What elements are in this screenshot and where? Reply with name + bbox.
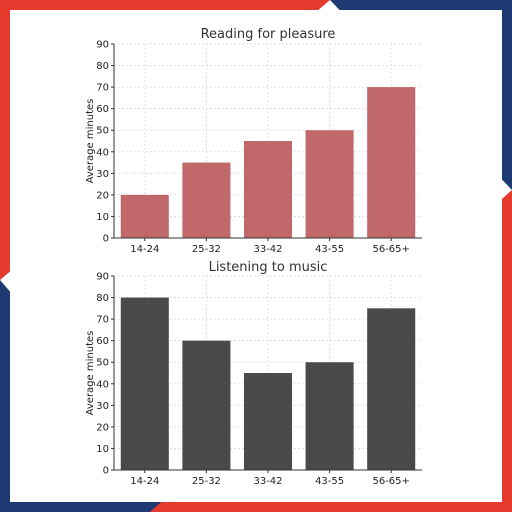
chart-2-xtick-label-2: 33-42 xyxy=(253,476,282,487)
chart-1-ytick-label-2: 20 xyxy=(96,190,109,201)
chart-1-xtick-label-0: 14-24 xyxy=(130,244,159,255)
chart-1-ytick-label-5: 50 xyxy=(96,126,109,137)
chart-1-bar-43-55 xyxy=(305,130,354,238)
chart-1-bar-33-42 xyxy=(243,141,293,238)
chart-1-bar-56-65+ xyxy=(367,87,416,238)
chart-1-ytick-label-3: 30 xyxy=(96,169,109,180)
chart-1-ylabel: Average minutes xyxy=(85,99,96,184)
chart-2-bar-25-32 xyxy=(182,340,231,470)
chart-1-ytick-label-6: 60 xyxy=(96,104,109,115)
chart-1-ytick-label-1: 10 xyxy=(96,212,109,223)
chart-1-ytick-label-9: 90 xyxy=(96,40,109,51)
chart-2-ytick-label-4: 40 xyxy=(96,379,109,390)
chart-2-ytick-label-0: 0 xyxy=(103,466,109,477)
chart-1-xtick-label-4: 56-65+ xyxy=(372,244,409,255)
chart-2-bar-43-55 xyxy=(305,362,354,470)
chart-2-ytick-label-2: 20 xyxy=(96,422,109,433)
chart-2-ytick-label-7: 70 xyxy=(96,315,109,326)
chart-1-xtick-label-1: 25-32 xyxy=(192,244,221,255)
chart-1-bar-14-24 xyxy=(120,194,169,238)
chart-2-xtick-label-1: 25-32 xyxy=(192,476,221,487)
chart-1-ytick-label-8: 80 xyxy=(96,61,109,72)
chart-1-xtick-label-2: 33-42 xyxy=(253,244,282,255)
chart-2-bar-56-65+ xyxy=(367,308,416,470)
chart-2-ytick-label-5: 50 xyxy=(96,358,109,369)
chart-2-ytick-label-9: 90 xyxy=(96,272,109,283)
chart-2-xtick-label-0: 14-24 xyxy=(130,476,159,487)
chart-2-xtick-label-4: 56-65+ xyxy=(372,476,409,487)
chart-1-bar-25-32 xyxy=(182,162,231,238)
chart-1-xtick-label-3: 43-55 xyxy=(315,244,344,255)
chart-2-ytick-label-1: 10 xyxy=(96,444,109,455)
chart-2-xtick-label-3: 43-55 xyxy=(315,476,344,487)
chart-2-bar-33-42 xyxy=(243,373,293,470)
chart-1-ytick-label-0: 0 xyxy=(103,234,109,245)
chart-1-ytick-label-4: 40 xyxy=(96,147,109,158)
chart-2-ylabel: Average minutes xyxy=(85,331,96,416)
chart-2-ytick-label-6: 60 xyxy=(96,336,109,347)
chart-2-bar-14-24 xyxy=(120,297,169,470)
chart-2-title: Listening to music xyxy=(209,260,328,275)
chart-1-ytick-label-7: 70 xyxy=(96,83,109,94)
chart-2-ytick-label-3: 30 xyxy=(96,401,109,412)
chart-1-title: Reading for pleasure xyxy=(201,27,336,42)
chart-2-ytick-label-8: 80 xyxy=(96,293,109,304)
